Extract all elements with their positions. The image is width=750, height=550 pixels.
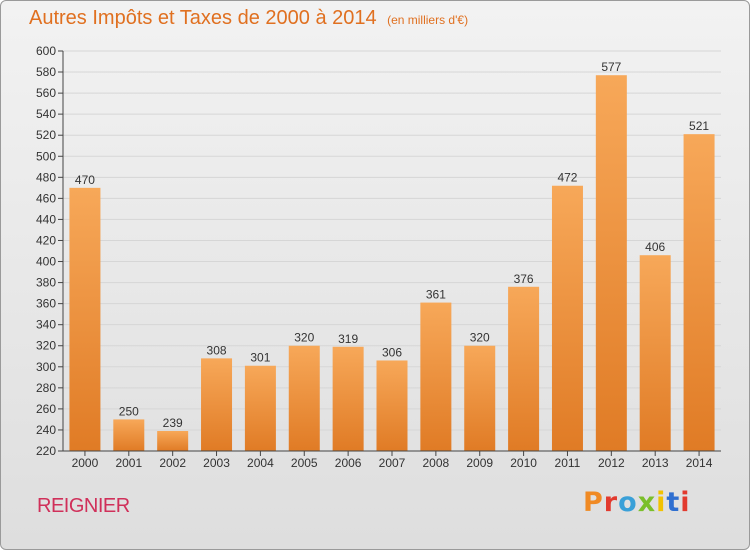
x-tick-label: 2006: [335, 456, 362, 470]
y-tick-label: 320: [36, 339, 56, 353]
x-tick-label: 2005: [291, 456, 318, 470]
commune-name: REIGNIER: [37, 495, 130, 517]
x-tick-label: 2003: [203, 456, 230, 470]
bar-value-label: 301: [250, 351, 270, 365]
bar-value-label: 472: [557, 171, 577, 185]
x-tick-label: 2010: [510, 456, 537, 470]
x-tick-label: 2007: [379, 456, 406, 470]
y-tick-label: 360: [36, 297, 56, 311]
bar-2000: [69, 187, 101, 451]
bar-2002: [157, 431, 189, 451]
bar-value-label: 306: [382, 345, 402, 359]
bar-2007: [376, 360, 408, 451]
y-tick-label: 300: [36, 360, 56, 374]
bar-value-label: 239: [163, 416, 183, 430]
y-tick-label: 400: [36, 255, 56, 269]
bar-2001: [113, 419, 145, 451]
bar-value-label: 320: [470, 331, 490, 345]
x-tick-label: 2013: [642, 456, 669, 470]
logo-letter: x: [637, 487, 657, 518]
y-tick-label: 460: [36, 191, 56, 205]
bar-value-label: 250: [119, 404, 139, 418]
y-tick-label: 280: [36, 381, 56, 395]
bar-2004: [244, 365, 276, 451]
logo-letter: P: [583, 487, 604, 518]
bar-2012: [595, 75, 627, 452]
y-tick-label: 600: [36, 44, 56, 58]
y-tick-label: 520: [36, 128, 56, 142]
bar-value-label: 319: [338, 332, 358, 346]
x-tick-label: 2009: [466, 456, 493, 470]
logo-letter: i: [680, 487, 691, 518]
logo-letter: t: [666, 487, 681, 518]
bar-value-label: 521: [689, 119, 709, 133]
y-tick-label: 420: [36, 233, 56, 247]
bar-2008: [420, 302, 452, 451]
bar-value-label: 320: [294, 331, 314, 345]
bar-2011: [551, 185, 583, 451]
bar-value-label: 470: [75, 173, 95, 187]
logo-letter: o: [618, 487, 638, 518]
chart-title: Autres Impôts et Taxes de 2000 à 2014: [29, 7, 377, 29]
y-tick-label: 500: [36, 149, 56, 163]
y-tick-label: 340: [36, 318, 56, 332]
x-tick-label: 2000: [72, 456, 99, 470]
y-tick-label: 220: [36, 444, 56, 458]
bar-2009: [464, 345, 496, 451]
bar-2003: [201, 358, 233, 451]
x-tick-label: 2001: [115, 456, 142, 470]
y-tick-label: 260: [36, 402, 56, 416]
y-tick-label: 380: [36, 276, 56, 290]
x-tick-label: 2011: [555, 456, 581, 470]
bar-value-label: 361: [426, 288, 446, 302]
y-tick-label: 540: [36, 107, 56, 121]
bar-value-label: 406: [645, 240, 665, 254]
labels: 470 250 239 308 301 320 319 306 361 320 376 472 577 4…: [75, 60, 709, 430]
y-tick-label: 240: [36, 423, 56, 437]
bar-value-label: 577: [601, 60, 621, 74]
x-tick-label: 2012: [598, 456, 625, 470]
axes: 220 240 260 280 300 320 340 360 380 400 420 440 460 4…: [36, 44, 721, 470]
bar-value-label: 308: [207, 343, 227, 357]
title-row: Autres Impôts et Taxes de 2000 à 2014 (e…: [29, 7, 468, 30]
x-tick-label: 2004: [247, 456, 274, 470]
x-tick-label: 2008: [423, 456, 450, 470]
x-tick-label: 2002: [159, 456, 186, 470]
proxiti-logo: Proxiti: [583, 487, 691, 518]
y-tick-label: 480: [36, 170, 56, 184]
bar-2005: [288, 345, 320, 451]
bars: [69, 75, 715, 452]
y-tick-label: 560: [36, 86, 56, 100]
logo-letter: r: [603, 487, 619, 518]
bar-2013: [639, 255, 671, 451]
logo-letter: i: [656, 487, 667, 518]
y-tick-label: 580: [36, 65, 56, 79]
y-tick-label: 440: [36, 212, 56, 226]
bar-2006: [332, 346, 364, 451]
chart-unit: (en milliers d'€): [387, 13, 469, 27]
x-tick-label: 2014: [686, 456, 713, 470]
bar-value-label: 376: [514, 272, 534, 286]
bar-2010: [508, 286, 540, 451]
bar-2014: [683, 134, 715, 451]
